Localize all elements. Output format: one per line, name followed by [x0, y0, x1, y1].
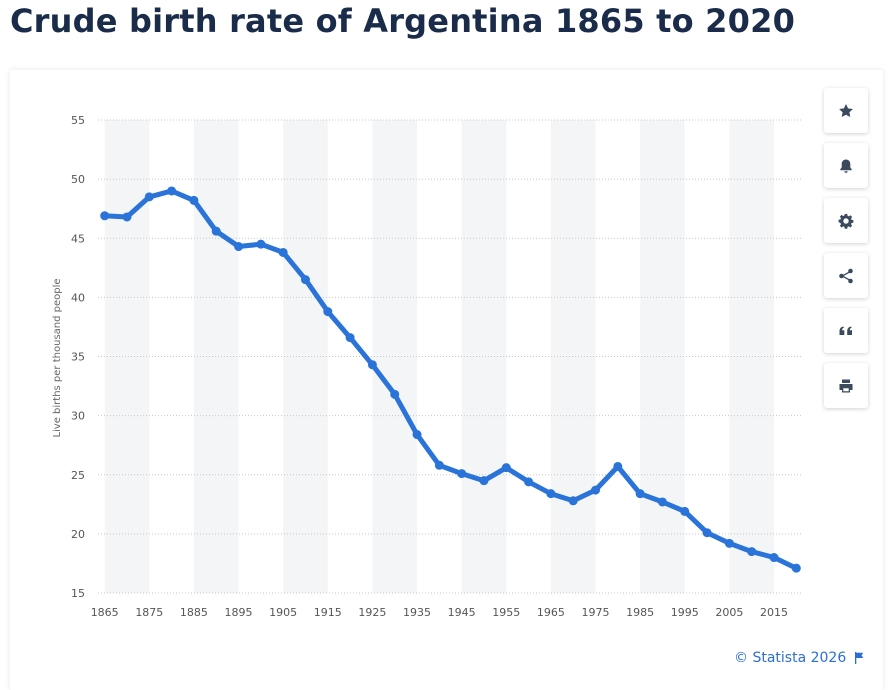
data-point[interactable] — [724, 538, 734, 548]
statista-credit[interactable]: © Statista 2026 — [734, 650, 864, 666]
y-tick-label: 45 — [71, 232, 85, 245]
print-icon — [839, 379, 853, 392]
data-point[interactable] — [524, 477, 534, 487]
credit-text[interactable]: © Statista 2026 — [734, 650, 847, 666]
chart-card: 15 20 25 30 35 40 45 50 55 1865 1875 1885 1895 1905 1… — [10, 70, 883, 690]
y-tick-label: 20 — [71, 528, 85, 541]
y-tick-label: 35 — [71, 351, 85, 364]
data-point[interactable] — [613, 461, 623, 471]
data-point[interactable] — [635, 489, 645, 499]
data-point[interactable] — [791, 563, 801, 573]
bell-icon — [840, 159, 852, 173]
star-icon — [839, 103, 853, 117]
data-point[interactable] — [390, 389, 400, 399]
background-band — [193, 120, 239, 593]
x-tick-label: 1895 — [225, 606, 253, 619]
data-point[interactable] — [367, 360, 377, 370]
x-axis-ticks: 1865 1875 1885 1895 1905 1915 1925 1935 1945 1955… — [91, 606, 788, 619]
data-point[interactable] — [323, 307, 333, 317]
y-tick-label: 55 — [71, 114, 85, 127]
x-tick-label: 1875 — [135, 606, 163, 619]
x-tick-label: 1905 — [269, 606, 297, 619]
data-point[interactable] — [144, 192, 154, 202]
quote-icon — [839, 326, 852, 335]
data-point[interactable] — [412, 430, 422, 440]
data-point[interactable] — [434, 460, 444, 470]
background-band — [550, 120, 596, 593]
settings-button[interactable] — [824, 198, 868, 243]
grid-lines — [98, 119, 803, 594]
data-point[interactable] — [769, 553, 779, 563]
data-point[interactable] — [278, 247, 288, 257]
cite-button[interactable] — [824, 308, 868, 353]
x-tick-label: 1965 — [537, 606, 565, 619]
notification-button[interactable] — [824, 143, 868, 188]
data-point[interactable] — [747, 547, 757, 557]
y-tick-label: 50 — [71, 173, 85, 186]
data-point[interactable] — [100, 211, 110, 221]
data-point[interactable] — [501, 463, 511, 473]
data-point[interactable] — [345, 333, 355, 343]
data-point[interactable] — [189, 195, 199, 205]
x-tick-label: 1935 — [403, 606, 431, 619]
y-axis-label: Live births per thousand people — [52, 278, 63, 437]
x-tick-label: 1995 — [671, 606, 699, 619]
favorite-button[interactable] — [824, 88, 868, 133]
x-tick-label: 1945 — [448, 606, 476, 619]
data-point[interactable] — [680, 506, 690, 516]
y-tick-label: 30 — [71, 410, 85, 423]
x-tick-label: 1915 — [314, 606, 342, 619]
x-tick-label: 2015 — [760, 606, 788, 619]
gear-icon — [838, 213, 854, 229]
data-point[interactable] — [256, 239, 266, 249]
background-band — [372, 120, 418, 593]
data-point[interactable] — [702, 528, 712, 538]
background-bands — [104, 120, 774, 593]
y-tick-label: 40 — [71, 291, 85, 304]
x-tick-label: 1865 — [91, 606, 119, 619]
data-point[interactable] — [591, 485, 601, 495]
x-tick-label: 1985 — [626, 606, 654, 619]
print-button[interactable] — [824, 363, 868, 408]
x-tick-label: 2005 — [715, 606, 743, 619]
data-point[interactable] — [457, 469, 467, 479]
data-points — [100, 186, 801, 573]
data-point[interactable] — [568, 496, 578, 506]
x-tick-label: 1975 — [582, 606, 610, 619]
page-title: Crude birth rate of Argentina 1865 to 20… — [10, 2, 796, 40]
chart-toolbar — [824, 88, 868, 408]
data-point[interactable] — [122, 212, 132, 222]
data-point[interactable] — [211, 226, 221, 236]
data-point[interactable] — [234, 242, 244, 252]
share-icon — [839, 268, 853, 283]
x-tick-label: 1955 — [492, 606, 520, 619]
y-axis-ticks: 15 20 25 30 35 40 45 50 55 — [71, 114, 85, 600]
data-point[interactable] — [300, 275, 310, 285]
data-point[interactable] — [657, 497, 667, 507]
y-tick-label: 15 — [71, 587, 85, 600]
y-tick-label: 25 — [71, 469, 85, 482]
data-point[interactable] — [546, 489, 556, 499]
background-band — [104, 120, 150, 593]
data-point[interactable] — [479, 476, 489, 486]
background-band — [729, 120, 774, 593]
flag-icon[interactable] — [854, 652, 864, 664]
x-tick-label: 1925 — [358, 606, 386, 619]
background-band — [461, 120, 507, 593]
share-button[interactable] — [824, 253, 868, 298]
data-point[interactable] — [167, 186, 177, 196]
x-tick-label: 1885 — [180, 606, 208, 619]
